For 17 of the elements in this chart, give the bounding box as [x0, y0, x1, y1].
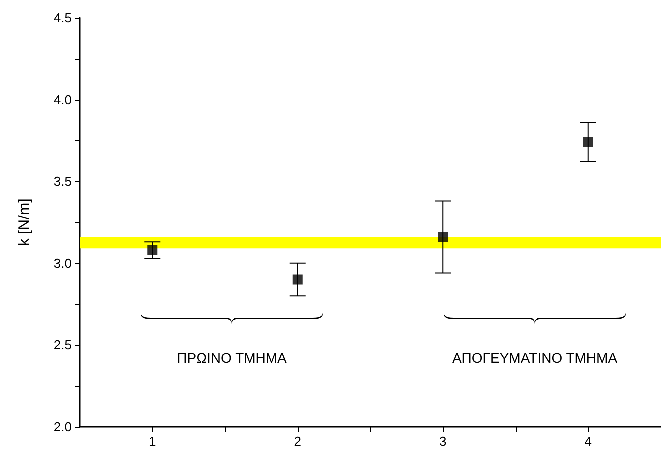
y-tick-label: 4.5: [54, 10, 72, 26]
y-tick-label: 3.0: [54, 256, 72, 271]
x-tick-label: 3: [440, 434, 447, 449]
y-tick-label: 4.0: [54, 92, 72, 108]
point: [438, 232, 448, 242]
y-axis-title: k [N/m]: [16, 198, 33, 246]
x-tick-label: 1: [149, 434, 156, 449]
x-tick-label: 4: [584, 434, 592, 449]
y-tick-label: 2.5: [54, 338, 72, 353]
y-tick-label: 3.5: [54, 174, 72, 190]
y-tick-label: 2.0: [54, 420, 72, 434]
point: [148, 245, 158, 256]
annotation: ΠΡΩΙΝΟ ΤΜΗΜΑ: [177, 350, 288, 366]
point: [292, 274, 303, 285]
x-tick-label: 2: [294, 434, 302, 449]
point: [583, 137, 594, 148]
annotation: ΑΠΟΓΕΥΜΑΤΙΝΟ ΤΜΗΜΑ: [452, 350, 618, 366]
